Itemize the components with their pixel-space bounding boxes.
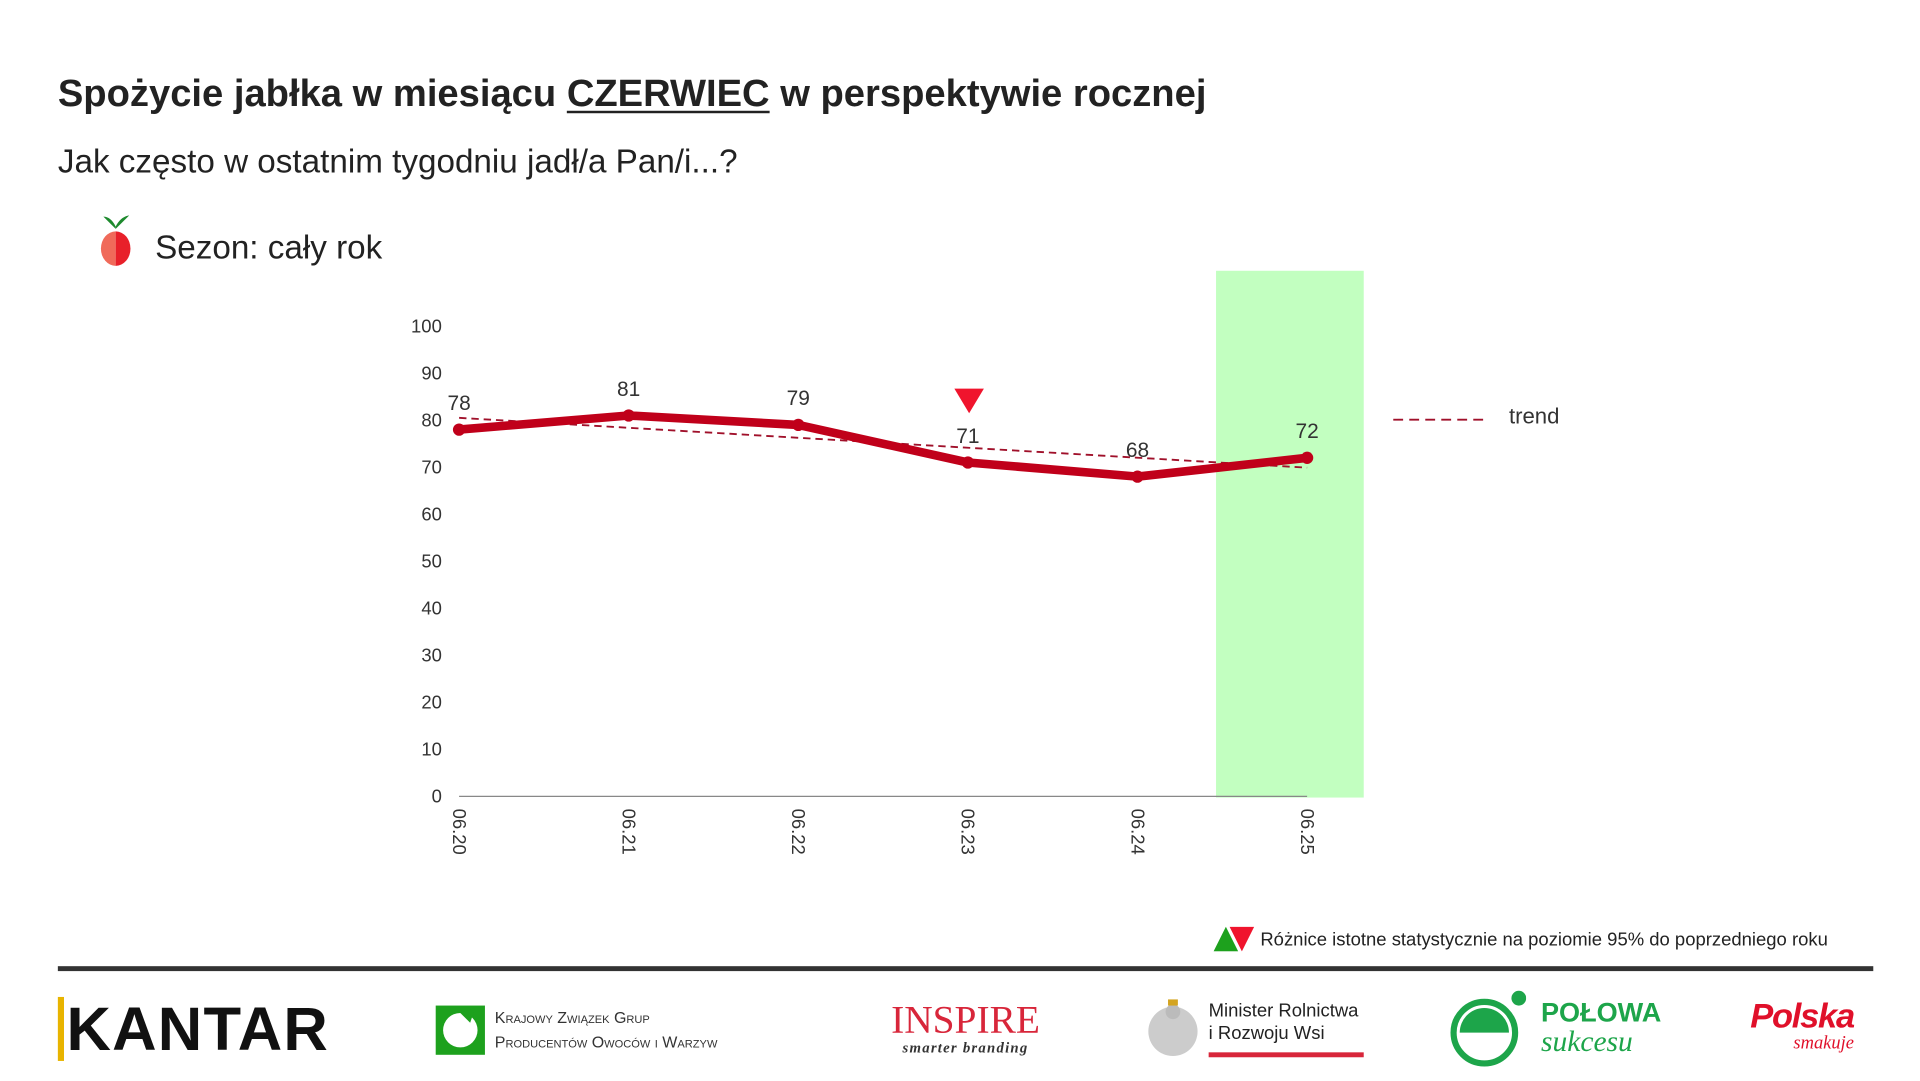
data-label: 68 [1126,439,1149,462]
data-point [622,409,635,422]
x-tick-label: 06.21 [619,809,640,855]
y-tick-label: 90 [421,362,442,383]
significance-note-text: Różnice istotne statystycznie na poziomi… [1260,928,1828,950]
y-tick-label: 10 [421,738,442,759]
data-point [792,418,805,432]
season-label: Sezon: cały rok [155,228,383,266]
data-label: 78 [447,392,470,415]
y-tick-label: 30 [421,644,442,665]
y-tick-label: 0 [432,785,442,806]
x-tick-label: 06.22 [788,809,809,855]
polowa-sukcesu-logo: POŁOWA sukcesu [1450,988,1661,1067]
title-text-end: w perspektywie rocznej [769,71,1207,115]
highlight-band [1216,270,1364,798]
significance-down-triangle [954,388,984,414]
x-tick-label: 06.25 [1297,809,1318,855]
y-tick-label: 40 [421,597,442,618]
inspire-tagline: smarter branding [902,1038,1029,1057]
kzgp-line1: Krajowy Związek Grup [494,1008,650,1027]
y-tick-label: 60 [421,503,442,524]
polska-line1: Polska [1750,996,1855,1036]
y-tick-label: 20 [421,691,442,712]
polska-smakuje-logo: Polska smakuje [1750,996,1855,1054]
title-text: Spożycie jabłka w miesiącu [57,71,567,115]
polish-eagle-icon [1148,999,1198,1057]
series-line [458,411,1308,481]
legend-trend-label: trend [1509,403,1559,428]
data-point [1131,470,1144,483]
x-tick-label: 06.20 [449,809,470,855]
y-tick-label: 80 [421,409,442,430]
footer-divider [57,966,1874,972]
minister-line2: i Rozwoju Wsi [1208,1022,1325,1044]
polska-line2: smakuje [1793,1033,1854,1054]
data-label: 71 [956,425,979,448]
kzgp-emblem-icon [435,1005,485,1055]
data-point [961,456,975,469]
y-tick-label: 70 [421,456,442,477]
kzgp-logo: Krajowy Związek Grup Producentów Owoców … [433,1003,717,1057]
inspire-name: INSPIRE [891,996,1040,1042]
data-label: 72 [1295,420,1318,443]
kzgp-line2: Producentów Owoców i Warzyw [494,1032,718,1052]
data-label: 81 [617,378,640,401]
data-point [1300,451,1314,464]
x-tick-label: 06.24 [1127,809,1148,855]
up-down-triangles-icon [1213,926,1255,952]
y-tick-label: 50 [421,550,442,571]
kantar-logo: KANTAR [57,996,329,1061]
page-title: Spożycie jabłka w miesiącu CZERWIEC w pe… [58,71,1207,115]
data-point [452,423,466,436]
polowa-line2: sukcesu [1540,1026,1633,1059]
polowa-line1: POŁOWA [1540,996,1662,1028]
inspire-logo: INSPIRE smarter branding [891,999,1040,1057]
x-tick-label: 06.23 [958,809,979,855]
data-label: 79 [787,387,810,410]
minister-logo: Minister Rolnictwa i Rozwoju Wsi [1145,997,1364,1061]
line-chart: 0 10 20 30 40 50 60 70 80 90 100 06.20 06.21 06.22 06.… [411,270,1559,855]
title-month: CZERWIEC [566,71,770,115]
minister-line1: Minister Rolnictwa [1208,1000,1359,1022]
question-subtitle: Jak często w ostatnim tygodniu jadł/a Pa… [57,142,738,180]
significance-note: Różnice istotne statystycznie na poziomi… [1213,926,1828,952]
polowa-emblem-icon [1450,990,1527,1067]
y-tick-label: 100 [411,315,442,336]
apple-icon [100,215,131,266]
